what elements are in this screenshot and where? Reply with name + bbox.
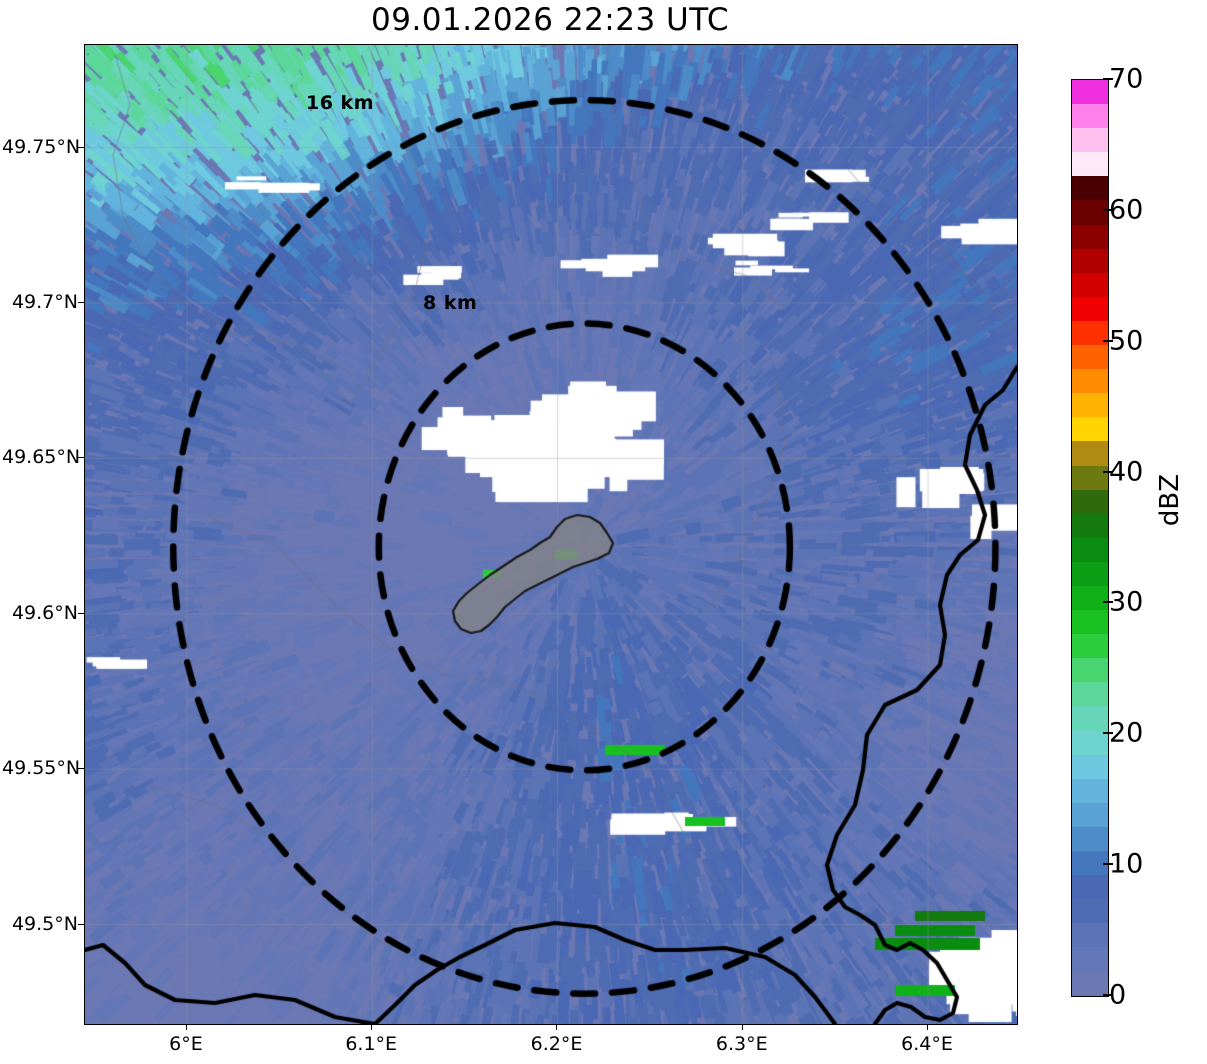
colorbar-tick-mark-6 [1103,208,1113,211]
colorbar-band-14 [1072,634,1108,659]
colorbar-tick-label-7: 70 [1109,63,1144,95]
colorbar-band-20 [1072,489,1108,514]
colorbar-band-22 [1072,441,1108,466]
range-ring-label-8km: 8 km [423,292,478,314]
colorbar-tick-label-1: 10 [1109,848,1144,880]
colorbar-tick-mark-7 [1103,78,1113,80]
colorbar-band-21 [1072,465,1108,490]
colorbar-band-26 [1072,345,1108,370]
colorbar-tick-label-3: 30 [1109,586,1144,618]
colorbar-tick-mark-3 [1103,601,1113,604]
colorbar-band-28 [1072,296,1108,321]
y-tick-mark-3 [78,612,84,614]
colorbar-band-36 [1072,104,1108,129]
radar-plot-area[interactable] [84,44,1018,1025]
y-tick-label-1: 49.7°N [11,290,78,313]
colorbar-band-17 [1072,561,1108,586]
colorbar-band-10 [1072,730,1108,755]
colorbar-ticks: 0 10 20 30 40 50 60 70 [1071,64,1201,1011]
colorbar-band-16 [1072,585,1108,611]
colorbar-band-30 [1072,248,1108,273]
colorbar-tick-mark-4 [1103,470,1113,473]
x-tick-label-4: 6.4°E [901,1033,953,1055]
colorbar-band-0 [1072,971,1108,996]
colorbar-tick-label-2: 20 [1109,717,1144,749]
colorbar-tick-mark-1 [1103,863,1113,866]
page-title: 09.01.2026 22:23 UTC [371,2,729,38]
colorbar-band-32 [1072,200,1108,225]
range-ring-label-16km: 16 km [306,92,374,114]
colorbar-tick-label-0: 0 [1109,979,1127,1011]
colorbar-band-23 [1072,417,1108,442]
colorbar-tick-label-4: 40 [1109,456,1144,488]
colorbar-band-12 [1072,682,1108,707]
colorbar-band-9 [1072,754,1108,779]
colorbar-band-19 [1072,513,1108,538]
x-tick-mark-2 [556,1024,558,1030]
colorbar-tick-mark-5 [1103,339,1113,342]
x-tick-label-3: 6.3°E [715,1033,768,1055]
colorbar-band-4 [1072,875,1108,900]
colorbar-band-5 [1072,851,1108,876]
colorbar-tick-label-5: 50 [1109,325,1144,357]
y-tick-mark-1 [78,301,84,303]
x-tick-label-2: 6.2°E [530,1033,583,1055]
x-tick-label-1: 6.1°E [345,1033,398,1055]
colorbar-band-29 [1072,272,1108,297]
colorbar-band-27 [1072,320,1108,346]
x-tick-mark-4 [927,1024,929,1030]
colorbar-band-18 [1072,537,1108,562]
colorbar-band-31 [1072,224,1108,249]
colorbar-tick-label-6: 60 [1109,194,1144,226]
colorbar-band-1 [1072,947,1108,972]
colorbar-band-7 [1072,802,1108,827]
colorbar-band-8 [1072,778,1108,803]
colorbar-tick-mark-2 [1103,732,1113,735]
colorbar-tick-mark-0 [1103,994,1113,996]
y-tick-mark-0 [78,146,84,148]
colorbar-band-13 [1072,658,1108,683]
y-tick-label-3: 49.6°N [11,601,78,624]
colorbar-band-24 [1072,393,1108,418]
y-tick-label-0: 49.75°N [2,135,81,158]
colorbar-band-3 [1072,899,1108,924]
y-axis-labels: 49.75°N 49.7°N 49.65°N 49.6°N 49.55°N 49.5°N [0,0,81,1064]
colorbar-band-25 [1072,369,1108,394]
map-overlay-layer [85,45,1017,1024]
colorbar-band-34 [1072,152,1108,177]
y-tick-mark-2 [78,457,84,459]
y-tick-label-4: 49.55°N [2,757,81,780]
colorbar-band-35 [1072,128,1108,153]
y-tick-label-5: 49.5°N [11,912,78,935]
x-tick-mark-0 [185,1024,187,1030]
y-tick-mark-4 [78,768,84,770]
colorbar-axis-label: dBZ [1155,473,1185,527]
colorbar-band-15 [1072,610,1108,635]
y-tick-label-2: 49.65°N [2,446,81,469]
y-tick-mark-5 [78,923,84,925]
x-tick-mark-1 [371,1024,373,1030]
x-tick-mark-3 [741,1024,743,1030]
colorbar [1071,79,1109,997]
colorbar-band-33 [1072,176,1108,201]
x-tick-label-0: 6°E [169,1033,203,1055]
colorbar-band-6 [1072,826,1108,851]
colorbar-band-37 [1072,80,1108,105]
colorbar-band-11 [1072,706,1108,731]
colorbar-band-2 [1072,923,1108,948]
